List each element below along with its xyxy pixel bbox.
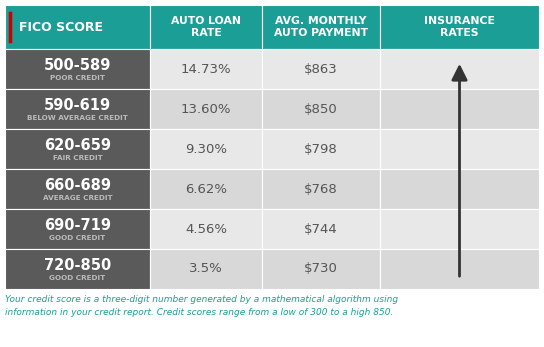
Text: $730: $730	[304, 262, 338, 276]
Text: 13.60%: 13.60%	[181, 102, 231, 116]
Text: $863: $863	[304, 62, 338, 76]
Text: 500-589: 500-589	[44, 58, 111, 73]
Bar	[262, 5, 380, 49]
Bar	[150, 249, 262, 289]
Text: 3.5%: 3.5%	[189, 262, 223, 276]
Bar	[262, 249, 380, 289]
Bar	[150, 5, 262, 49]
Bar	[262, 89, 380, 129]
Text: INSURANCE
RATES: INSURANCE RATES	[424, 16, 495, 38]
Bar	[380, 49, 539, 89]
Bar	[380, 5, 539, 49]
Bar	[380, 249, 539, 289]
Bar	[150, 49, 262, 89]
Bar	[150, 169, 262, 209]
Text: 4.56%: 4.56%	[185, 222, 227, 236]
Text: 590-619: 590-619	[44, 98, 111, 112]
Text: AUTO LOAN
RATE: AUTO LOAN RATE	[171, 16, 241, 38]
Text: FICO SCORE: FICO SCORE	[19, 20, 103, 34]
Text: BELOW AVERAGE CREDIT: BELOW AVERAGE CREDIT	[27, 115, 128, 121]
Text: GOOD CREDIT: GOOD CREDIT	[50, 235, 106, 241]
Text: 690-719: 690-719	[44, 218, 111, 232]
Text: GOOD CREDIT: GOOD CREDIT	[50, 275, 106, 281]
Bar	[5, 49, 150, 89]
Text: $798: $798	[304, 143, 338, 155]
Text: $850: $850	[304, 102, 338, 116]
Text: $768: $768	[304, 183, 338, 195]
Bar	[380, 169, 539, 209]
Text: 720-850: 720-850	[44, 257, 111, 272]
Bar	[380, 209, 539, 249]
Bar	[5, 249, 150, 289]
Bar	[5, 209, 150, 249]
Bar	[150, 129, 262, 169]
Text: 9.30%: 9.30%	[185, 143, 227, 155]
Bar	[5, 129, 150, 169]
Text: 6.62%: 6.62%	[185, 183, 227, 195]
Bar	[262, 169, 380, 209]
Text: 620-659: 620-659	[44, 137, 111, 152]
Bar	[380, 129, 539, 169]
Bar	[5, 5, 150, 49]
Bar	[380, 89, 539, 129]
Bar	[262, 209, 380, 249]
Text: AVERAGE CREDIT: AVERAGE CREDIT	[42, 195, 112, 201]
Text: FAIR CREDIT: FAIR CREDIT	[53, 155, 102, 161]
Text: 660-689: 660-689	[44, 178, 111, 193]
Bar	[262, 129, 380, 169]
Text: 14.73%: 14.73%	[181, 62, 231, 76]
Text: Your credit score is a three-digit number generated by a mathematical algorithm : Your credit score is a three-digit numbe…	[5, 295, 398, 317]
Bar	[262, 49, 380, 89]
Text: AVG. MONTHLY
AUTO PAYMENT: AVG. MONTHLY AUTO PAYMENT	[274, 16, 368, 38]
Bar	[150, 89, 262, 129]
Bar	[5, 89, 150, 129]
Text: $744: $744	[304, 222, 338, 236]
Bar	[150, 209, 262, 249]
Bar	[5, 169, 150, 209]
Text: POOR CREDIT: POOR CREDIT	[50, 75, 105, 81]
